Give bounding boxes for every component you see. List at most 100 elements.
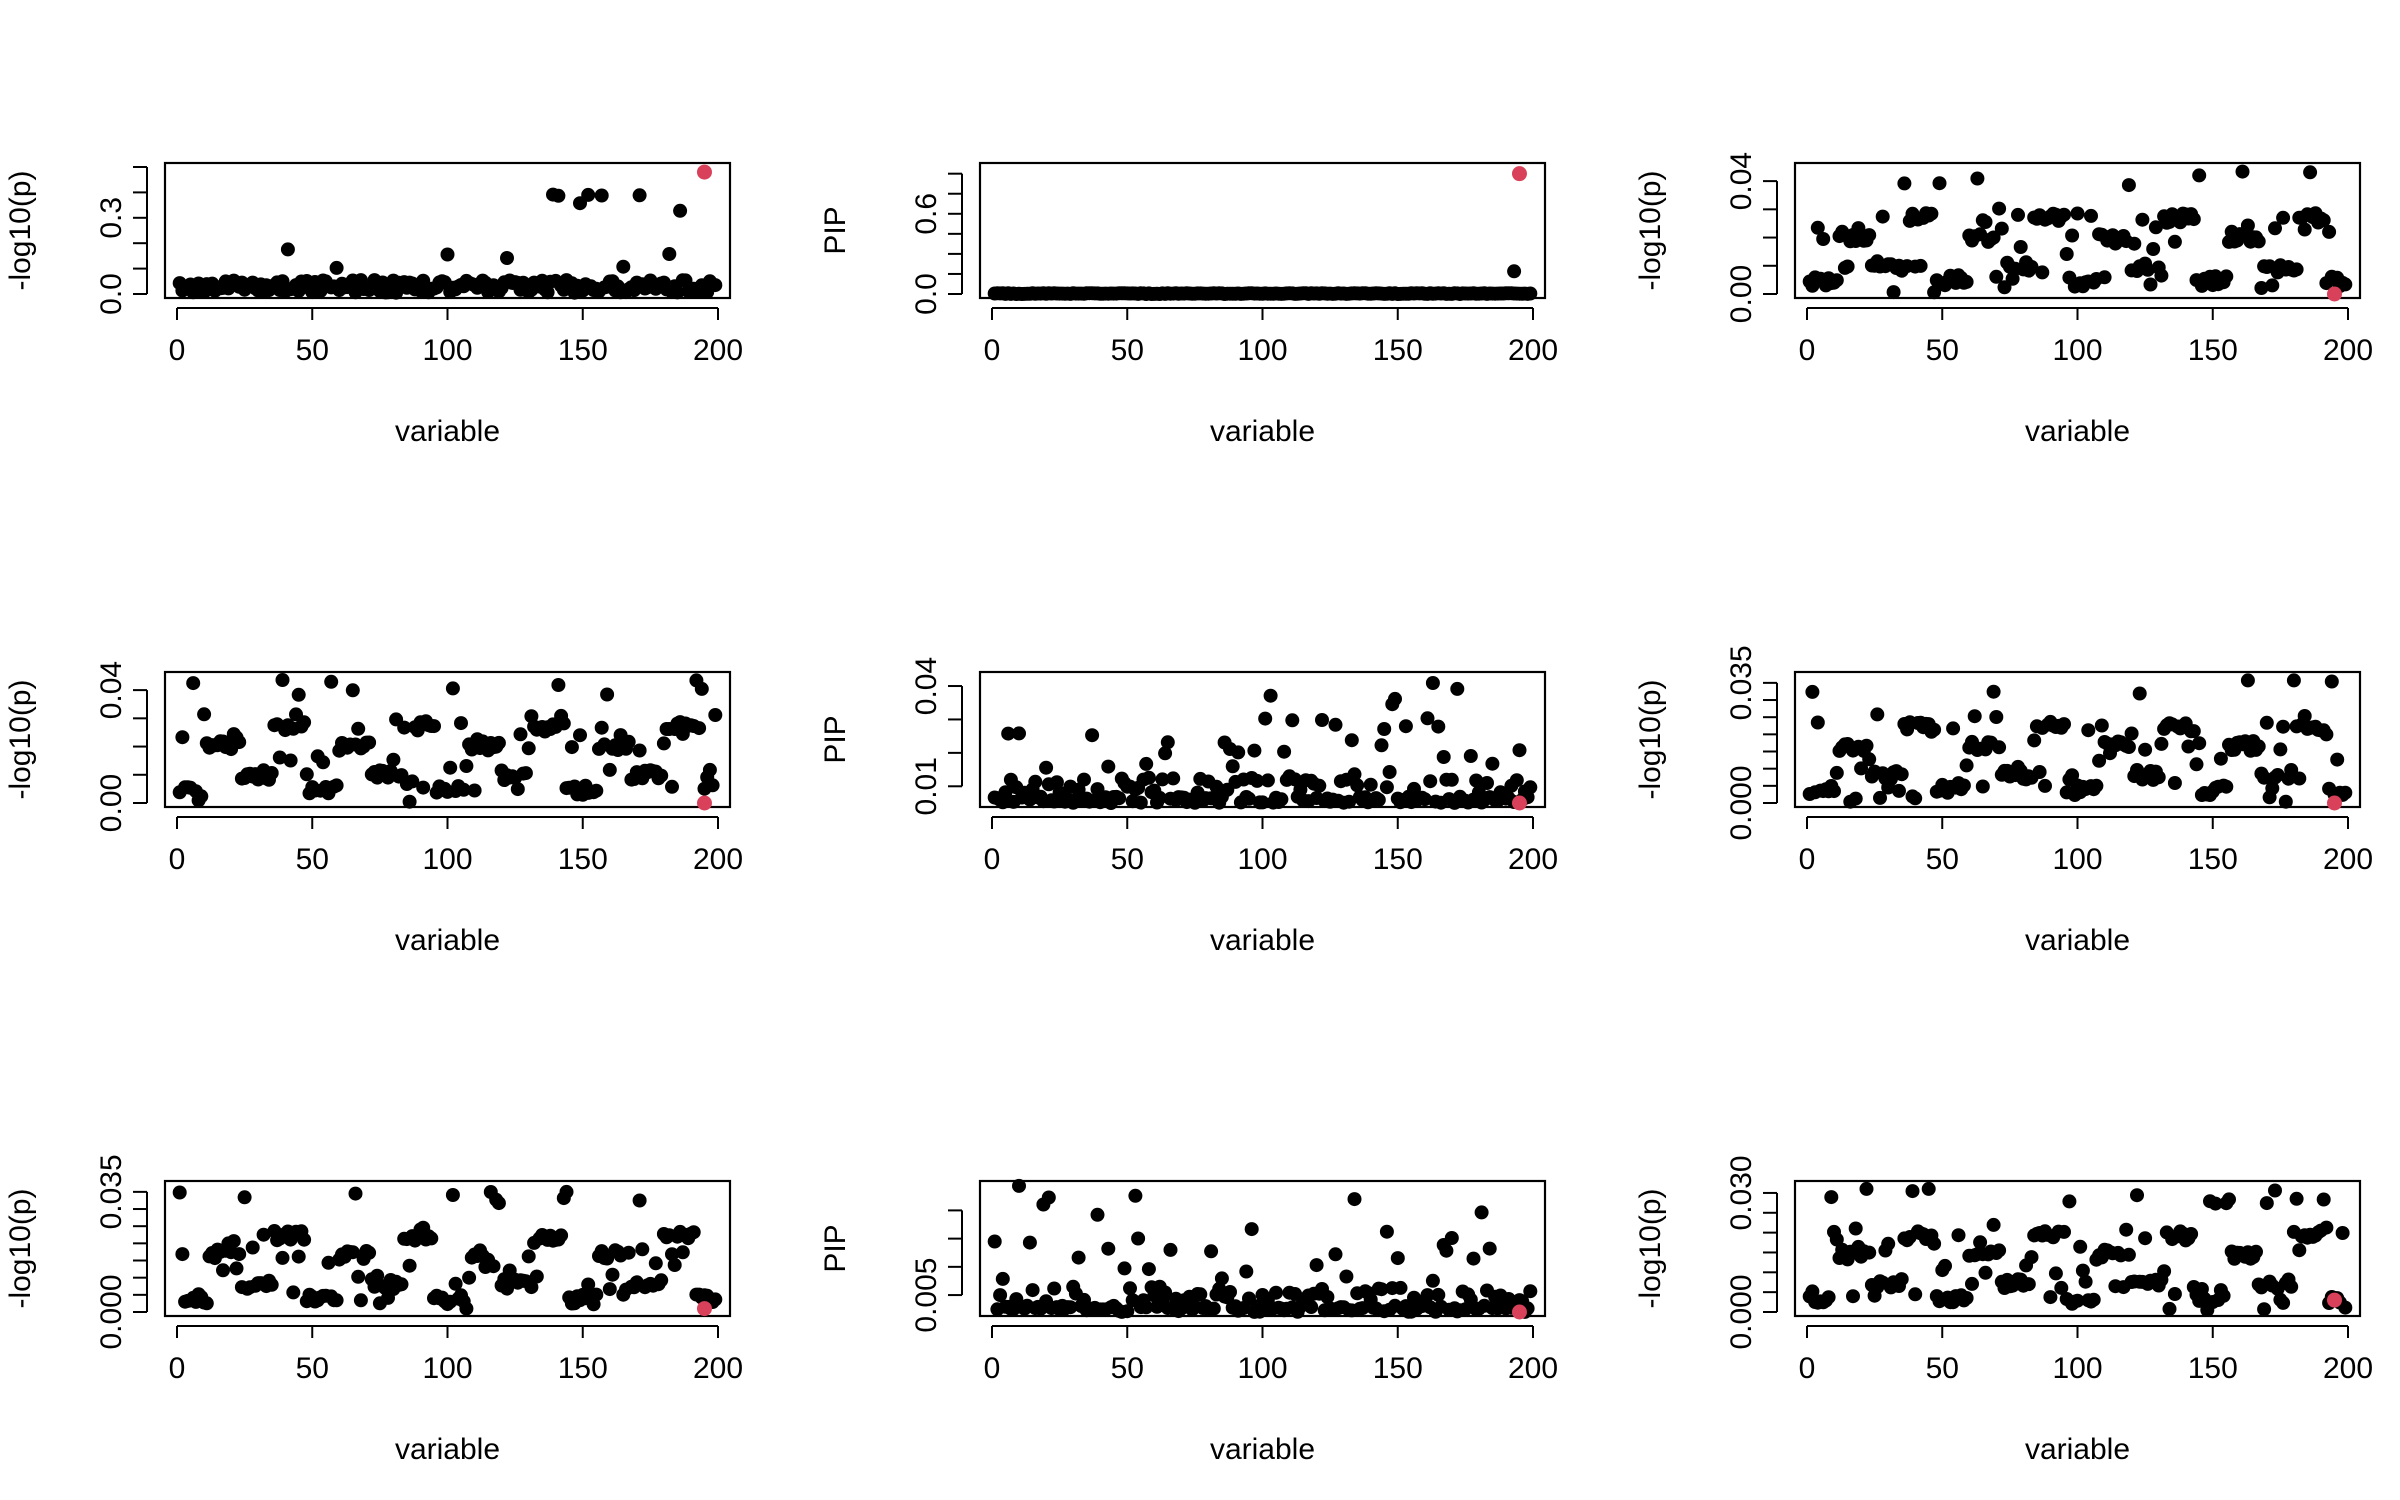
panel-8: 0 50 100 150 200 0.005 variable PIP xyxy=(819,1178,1558,1466)
data-point xyxy=(1309,1258,1324,1273)
data-point xyxy=(1829,1232,1844,1247)
data-point xyxy=(1112,791,1127,806)
data-point xyxy=(2268,221,2282,236)
x-tick-label: 200 xyxy=(1508,334,1558,367)
data-point xyxy=(1028,774,1043,789)
data-point xyxy=(702,762,717,777)
data-point xyxy=(559,1184,574,1199)
data-point xyxy=(2235,164,2250,179)
data-point xyxy=(1951,1228,1966,1243)
data-point xyxy=(1444,1231,1459,1245)
data-point xyxy=(573,728,587,743)
x-tick-label: 150 xyxy=(558,843,608,876)
data-point xyxy=(345,1245,360,1260)
data-point xyxy=(1398,719,1413,734)
data-point xyxy=(1927,722,1942,737)
data-point xyxy=(1810,220,1825,235)
data-point xyxy=(1255,795,1270,810)
data-point xyxy=(1959,758,1974,773)
data-point xyxy=(256,1227,271,1242)
data-point xyxy=(386,752,401,767)
data-point xyxy=(1805,684,1820,699)
data-point xyxy=(1071,1250,1086,1265)
data-point xyxy=(2265,278,2280,293)
data-point xyxy=(1523,780,1538,795)
data-point xyxy=(1379,1224,1394,1239)
data-point xyxy=(654,768,669,783)
data-point xyxy=(1393,1280,1408,1295)
x-tick-label: 200 xyxy=(693,1352,743,1385)
data-point xyxy=(459,759,474,773)
data-point xyxy=(2073,1239,2088,1254)
data-point xyxy=(1466,1251,1481,1266)
y-tick-label: 0.000 xyxy=(1725,1274,1758,1349)
data-point xyxy=(2208,1196,2223,1211)
data-point xyxy=(1436,750,1451,764)
data-point xyxy=(362,1245,377,1260)
x-axis-title: variable xyxy=(2025,924,2130,957)
data-point xyxy=(2216,1288,2231,1303)
data-point xyxy=(2070,206,2085,221)
x-tick-label: 50 xyxy=(1111,334,1144,367)
y-axis-title: PIP xyxy=(819,206,852,254)
data-point xyxy=(1805,1284,1820,1299)
data-point xyxy=(2038,778,2052,793)
data-point xyxy=(2167,776,2182,790)
data-point xyxy=(2057,717,2071,732)
data-point xyxy=(686,1225,701,1240)
data-point xyxy=(1315,713,1329,727)
data-point xyxy=(1967,709,1982,724)
y-tick-label: 0.0 xyxy=(95,273,128,315)
data-point xyxy=(175,1247,190,1262)
data-point xyxy=(1425,676,1440,690)
data-point xyxy=(2086,1292,2101,1307)
data-point xyxy=(1012,1178,1026,1193)
data-point xyxy=(521,1249,536,1264)
data-point xyxy=(2297,709,2312,723)
data-point xyxy=(500,251,514,265)
data-point xyxy=(2338,277,2353,292)
data-point xyxy=(2124,726,2139,741)
data-point xyxy=(1117,1261,1132,1276)
data-point xyxy=(2338,1300,2353,1315)
x-tick-label: 150 xyxy=(558,1352,608,1385)
data-point xyxy=(175,730,190,745)
data-point xyxy=(1509,773,1524,788)
data-point xyxy=(605,1267,620,1282)
data-point xyxy=(445,1188,460,1202)
data-point xyxy=(1242,791,1256,806)
y-tick-label: 0.005 xyxy=(910,1258,943,1333)
data-point xyxy=(2013,240,2028,254)
data-point xyxy=(510,782,525,797)
data-point xyxy=(692,721,707,736)
data-point xyxy=(1022,1235,1037,1250)
data-point xyxy=(1388,691,1402,706)
y-tick-label: 0.000 xyxy=(95,1274,128,1349)
data-point xyxy=(2192,168,2207,183)
data-point xyxy=(394,1277,409,1292)
data-point xyxy=(1420,711,1435,726)
data-point xyxy=(632,743,647,758)
x-tick-label: 50 xyxy=(296,334,329,367)
data-point xyxy=(370,1268,385,1283)
x-axis-title: variable xyxy=(2025,415,2130,448)
y-axis-title: -log10(p) xyxy=(1634,170,1667,290)
data-point xyxy=(1862,228,1877,243)
data-point xyxy=(1821,1290,1836,1305)
data-point xyxy=(524,1280,539,1295)
data-point xyxy=(1417,792,1432,807)
data-point xyxy=(454,716,468,731)
data-point xyxy=(2035,265,2050,280)
data-point xyxy=(1859,738,1874,753)
data-point xyxy=(1970,171,1985,186)
data-point xyxy=(2316,1192,2331,1207)
plot-frame xyxy=(163,670,732,809)
data-point xyxy=(1139,1300,1154,1315)
data-point xyxy=(708,708,723,722)
data-point xyxy=(194,789,209,804)
data-point xyxy=(2292,771,2307,786)
data-point xyxy=(1523,1284,1538,1299)
data-point xyxy=(1894,767,1909,782)
x-tick-label: 200 xyxy=(693,843,743,876)
data-point xyxy=(2065,768,2080,783)
